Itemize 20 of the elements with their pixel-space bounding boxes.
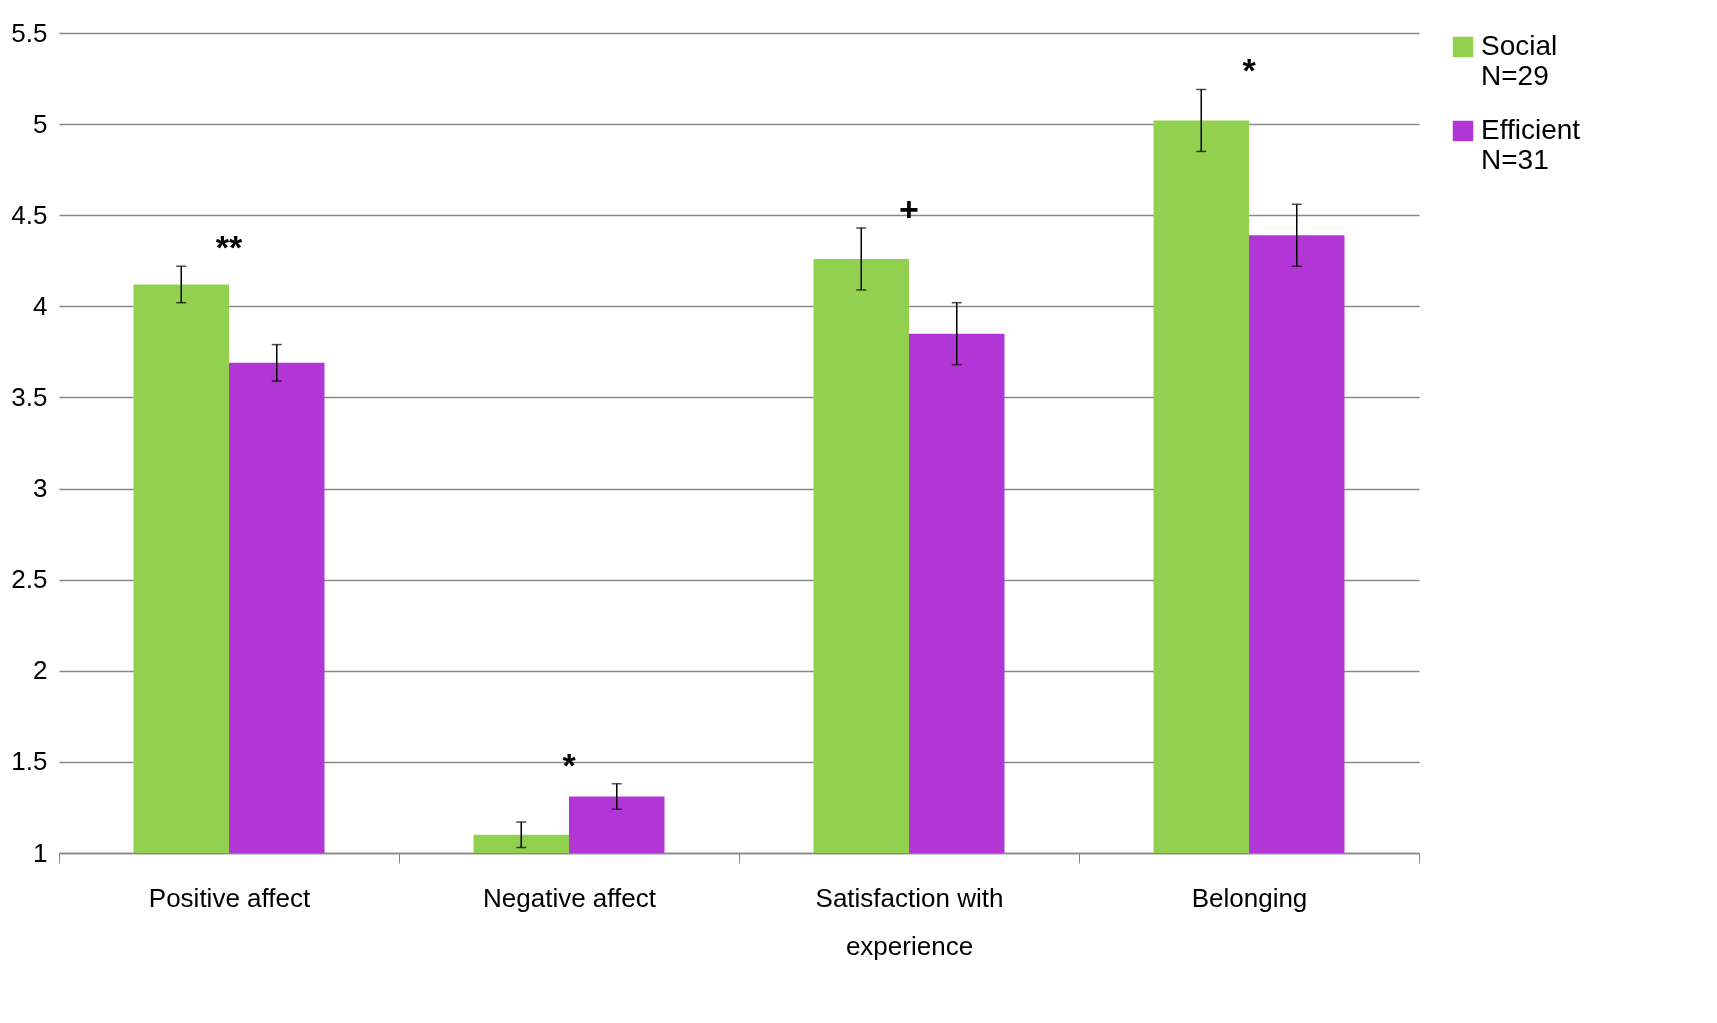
y-tick-label: 4.5 bbox=[11, 199, 48, 230]
annotation: * bbox=[1242, 51, 1257, 90]
x-tick-label: Belonging bbox=[1191, 882, 1308, 913]
y-tick-label: 1.5 bbox=[11, 746, 48, 777]
annotation: + bbox=[899, 189, 919, 228]
x-tick-label: Positive affect bbox=[148, 882, 311, 913]
x-tick-label: Negative affect bbox=[483, 882, 657, 913]
y-tick-label: 5 bbox=[33, 108, 48, 139]
y-tick-label: 1 bbox=[33, 837, 48, 868]
y-tick-label: 3.5 bbox=[11, 381, 48, 412]
y-tick-label: 2.5 bbox=[11, 564, 48, 595]
annotation: ** bbox=[215, 228, 243, 267]
y-tick-label: 4 bbox=[33, 290, 48, 321]
y-tick-label: 5.5 bbox=[11, 17, 48, 48]
annotation: * bbox=[562, 745, 577, 784]
legend-label: Social N=29 bbox=[1481, 30, 1558, 91]
y-tick-label: 3 bbox=[33, 473, 48, 504]
x-tick-label: Satisfaction with experience bbox=[815, 882, 1004, 961]
y-tick-label: 2 bbox=[33, 655, 48, 686]
legend-label: Efficient N=31 bbox=[1481, 114, 1581, 175]
